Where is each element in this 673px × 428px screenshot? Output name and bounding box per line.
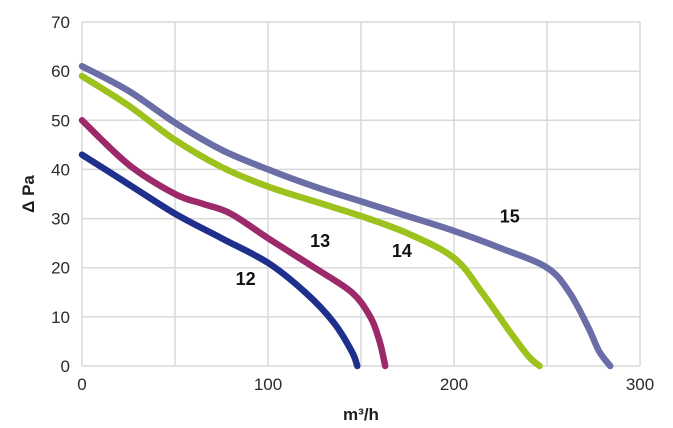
series-line-13 <box>78 117 389 370</box>
grid <box>81 21 641 367</box>
y-tick-label: 70 <box>51 13 70 32</box>
x-tick-label: 0 <box>77 375 86 394</box>
x-axis-label: m³/h <box>343 405 379 424</box>
y-tick-label: 40 <box>51 160 70 179</box>
y-tick-label: 30 <box>51 210 70 229</box>
series-label-13: 13 <box>310 231 330 251</box>
y-tick-label: 50 <box>51 111 70 130</box>
x-tick-label: 200 <box>440 375 468 394</box>
y-tick-label: 20 <box>51 259 70 278</box>
series-lines <box>78 62 614 370</box>
series-label-12: 12 <box>236 269 256 289</box>
series-label-14: 14 <box>392 241 412 261</box>
y-tick-label: 60 <box>51 62 70 81</box>
series-labels: 12 13 14 15 <box>236 207 520 289</box>
series-line-15 <box>78 62 614 370</box>
y-tick-label: 10 <box>51 308 70 327</box>
series-line-14 <box>78 72 543 370</box>
x-tick-label: 300 <box>626 375 654 394</box>
series-label-15: 15 <box>500 207 520 227</box>
series-line-12 <box>78 151 361 370</box>
tick-labels: 0 10 20 30 40 50 60 70 0 100 200 300 <box>51 13 654 394</box>
x-tick-label: 100 <box>254 375 282 394</box>
y-axis-label: Δ Pa <box>19 175 38 213</box>
y-tick-label: 0 <box>61 357 70 376</box>
